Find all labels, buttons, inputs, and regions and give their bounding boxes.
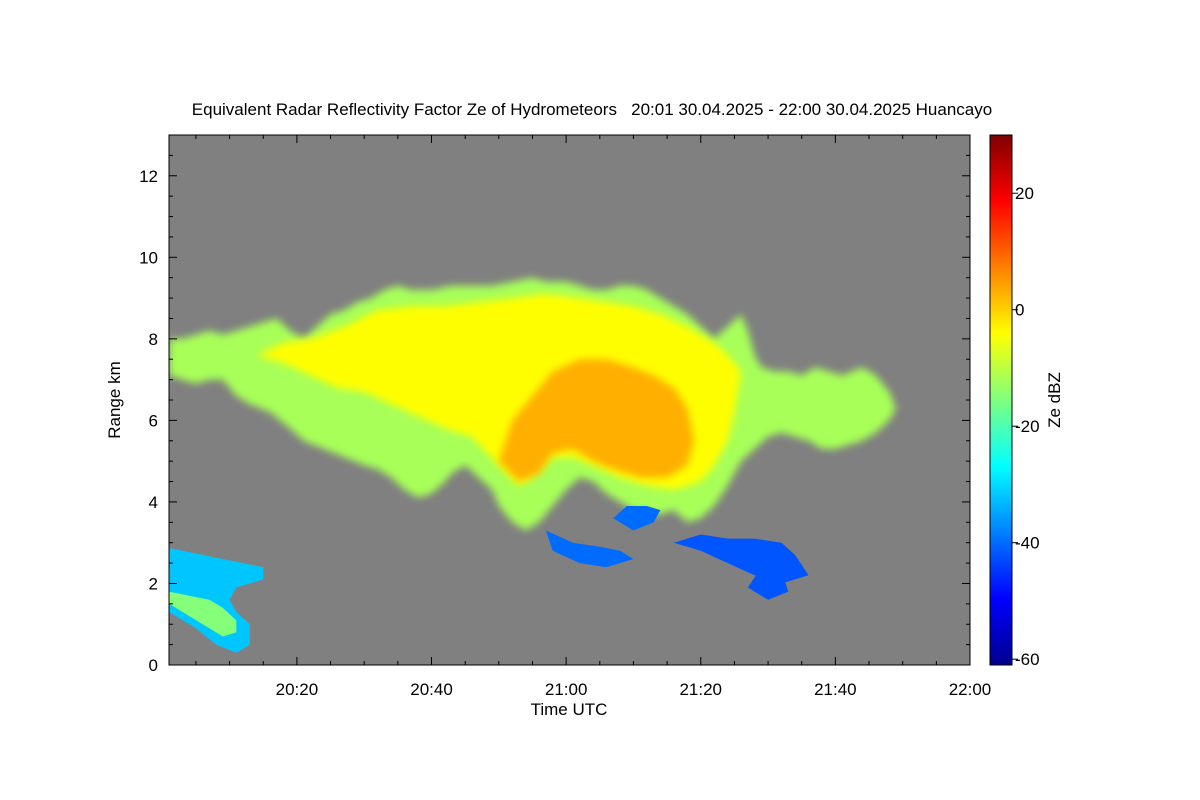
echo-region-scattered-echo-2	[613, 506, 661, 531]
y-tick-label: 12	[139, 167, 158, 186]
echo-layer	[169, 277, 896, 653]
y-axis: 0 2 4 6 8 10 12	[139, 134, 970, 675]
y-tick-label: 8	[149, 330, 158, 349]
y-tick-label: 6	[149, 411, 158, 430]
colorbar-tick-label: 20	[1015, 184, 1034, 203]
echo-region-scattered-echo-4	[747, 567, 789, 600]
echo-region-scattered-echo-1	[545, 530, 634, 568]
echo-region-left-low-echo	[169, 548, 264, 653]
y-tick-label: 4	[149, 493, 158, 512]
colorbar-tick-label: -40	[1015, 534, 1040, 553]
y-tick-label: 2	[149, 574, 158, 593]
colorbar-tick-label: -20	[1015, 417, 1040, 436]
x-tick-label: 22:00	[949, 680, 992, 699]
y-tick-label: 0	[149, 656, 158, 675]
x-axis-label: Time UTC	[531, 700, 608, 719]
x-tick-label: 20:40	[410, 680, 453, 699]
colorbar-tick-label: 0	[1015, 301, 1024, 320]
echo-region-left-low-core	[169, 591, 237, 637]
chart-title: Equivalent Radar Reflectivity Factor Ze …	[192, 100, 992, 119]
colorbar-tick-label: -60	[1015, 650, 1040, 669]
colorbar-ticks: 20 0 -20 -40 -60	[1012, 184, 1040, 669]
colorbar-label: Ze dBZ	[1045, 372, 1064, 428]
x-tick-label: 21:40	[814, 680, 857, 699]
x-tick-label: 20:20	[276, 680, 319, 699]
x-tick-label: 21:20	[679, 680, 722, 699]
colorbar	[989, 134, 1013, 666]
x-tick-label: 21:00	[545, 680, 588, 699]
y-axis-label: Range km	[105, 361, 124, 438]
y-tick-label: 10	[139, 248, 158, 267]
echo-region-core-orange	[498, 359, 694, 482]
x-axis: 20:20 20:40 21:00 21:20 21:40 22:00	[195, 135, 992, 699]
